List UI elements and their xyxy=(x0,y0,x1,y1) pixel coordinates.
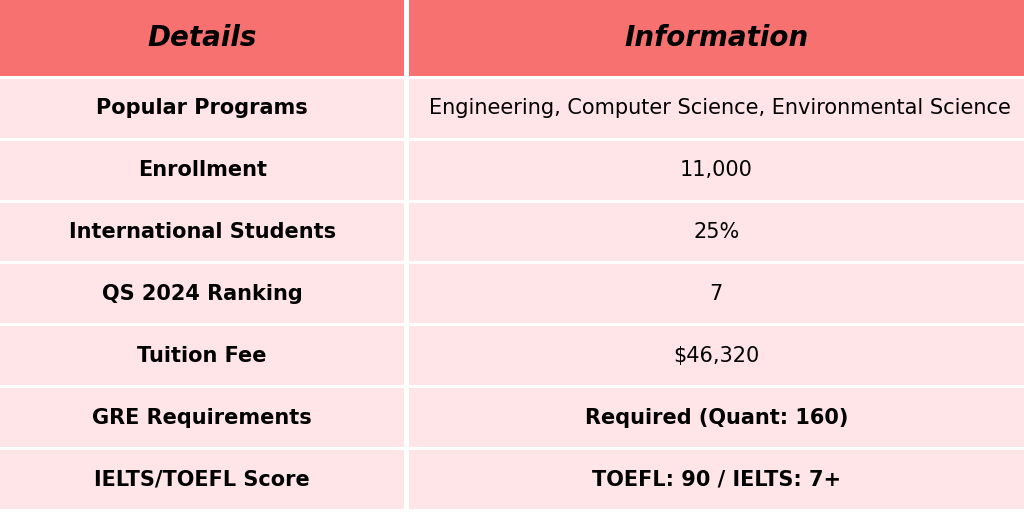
Bar xyxy=(409,79,1024,138)
Text: Tuition Fee: Tuition Fee xyxy=(137,346,267,366)
Bar xyxy=(0,141,404,200)
Bar xyxy=(0,0,404,76)
Text: IELTS/TOEFL Score: IELTS/TOEFL Score xyxy=(94,470,310,489)
Text: Details: Details xyxy=(147,24,257,52)
Bar xyxy=(409,450,1024,509)
Text: Engineering, Computer Science, Environmental Science: Engineering, Computer Science, Environme… xyxy=(429,98,1011,118)
Bar xyxy=(0,388,404,447)
Bar xyxy=(0,203,404,262)
Text: QS 2024 Ranking: QS 2024 Ranking xyxy=(101,284,303,304)
Bar xyxy=(0,79,404,138)
Text: International Students: International Students xyxy=(69,222,336,242)
Text: 11,000: 11,000 xyxy=(680,160,753,180)
Text: TOEFL: 90 / IELTS: 7+: TOEFL: 90 / IELTS: 7+ xyxy=(592,470,841,489)
Text: Information: Information xyxy=(625,24,808,52)
Bar xyxy=(0,326,404,385)
Bar xyxy=(409,388,1024,447)
Text: Required (Quant: 160): Required (Quant: 160) xyxy=(585,408,848,428)
Text: 7: 7 xyxy=(710,284,723,304)
Text: Popular Programs: Popular Programs xyxy=(96,98,308,118)
Text: 25%: 25% xyxy=(693,222,739,242)
Text: Enrollment: Enrollment xyxy=(138,160,266,180)
Text: $46,320: $46,320 xyxy=(673,346,760,366)
Bar xyxy=(409,203,1024,262)
Bar xyxy=(409,265,1024,323)
Bar xyxy=(409,141,1024,200)
Bar xyxy=(409,326,1024,385)
Bar xyxy=(409,0,1024,76)
Bar xyxy=(0,450,404,509)
Text: GRE Requirements: GRE Requirements xyxy=(92,408,312,428)
Bar xyxy=(0,265,404,323)
